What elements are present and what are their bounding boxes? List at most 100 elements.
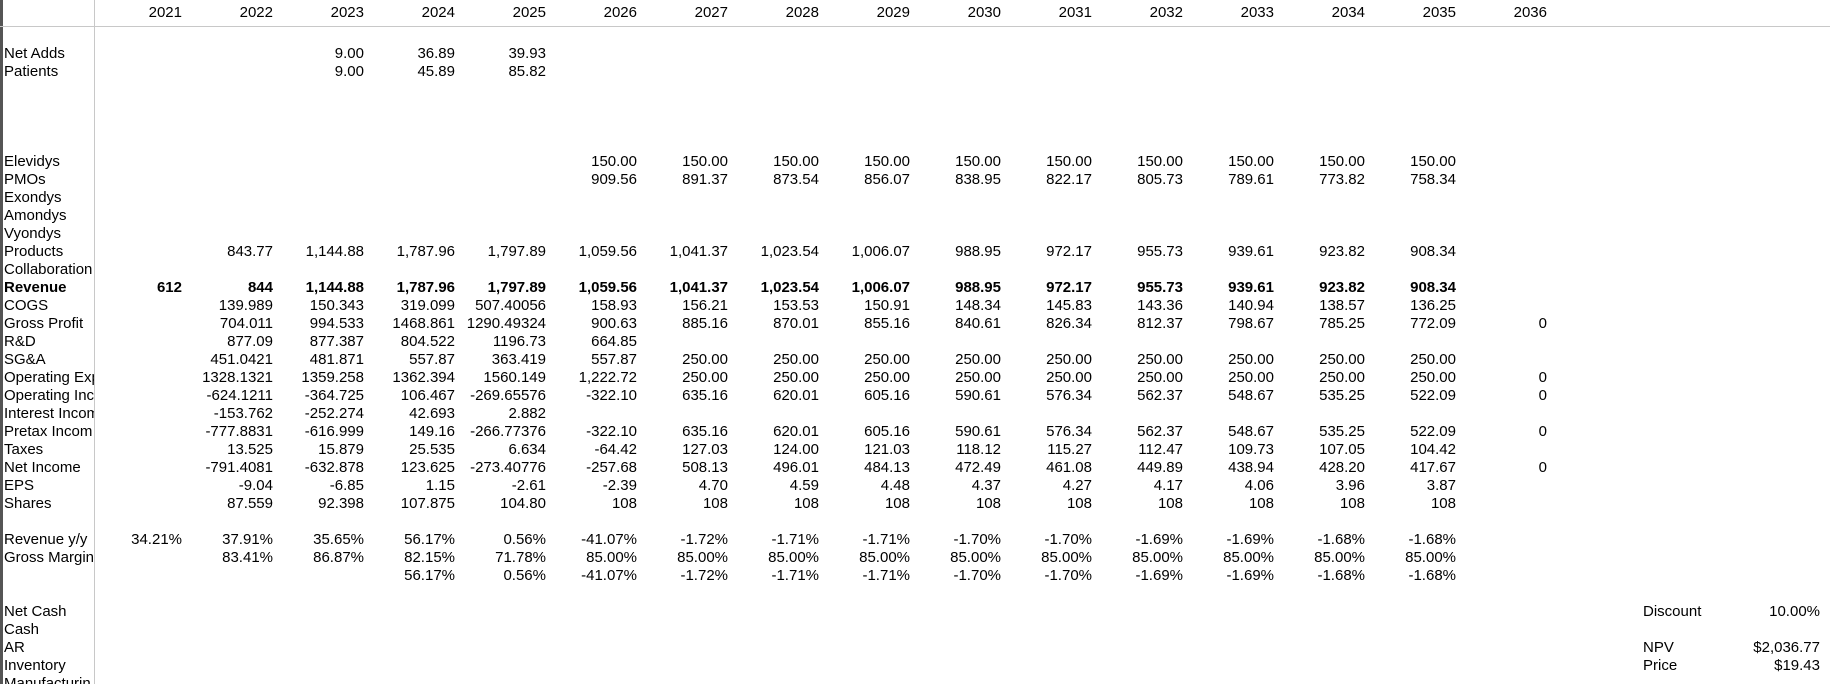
cell[interactable]: 3.96 <box>1335 477 1365 494</box>
year-header[interactable]: 2033 <box>1240 4 1274 21</box>
cell[interactable]: 13.525 <box>227 441 273 458</box>
cell[interactable]: 45.89 <box>417 63 455 80</box>
cell[interactable]: 0 <box>1538 315 1547 332</box>
cell[interactable]: 885.16 <box>682 315 728 332</box>
row-label[interactable]: Exondys <box>4 189 62 206</box>
cell[interactable]: -1.68% <box>1317 531 1365 548</box>
cell[interactable]: 870.01 <box>773 315 819 332</box>
cell[interactable]: 136.25 <box>1410 297 1456 314</box>
cell[interactable]: 250.00 <box>1137 369 1183 386</box>
cell[interactable]: 461.08 <box>1046 459 1092 476</box>
cell[interactable]: 1468.861 <box>392 315 455 332</box>
cell[interactable]: -1.71% <box>771 531 819 548</box>
cell[interactable]: 85.00% <box>768 549 819 566</box>
cell[interactable]: 877.387 <box>309 333 364 350</box>
cell[interactable]: 92.398 <box>318 495 364 512</box>
cell[interactable]: -2.61 <box>511 477 546 494</box>
cell[interactable]: 108 <box>702 495 728 512</box>
year-header[interactable]: 2026 <box>603 4 637 21</box>
cell[interactable]: 108 <box>975 495 1001 512</box>
row-label[interactable]: Gross Margin <box>4 549 94 566</box>
cell[interactable]: 1,041.37 <box>669 243 728 260</box>
cell[interactable]: 139.989 <box>218 297 273 314</box>
cell[interactable]: 1,006.07 <box>851 279 910 296</box>
cell[interactable]: 704.011 <box>219 315 273 332</box>
cell[interactable]: 35.65% <box>313 531 364 548</box>
cell[interactable]: 804.522 <box>400 333 455 350</box>
year-header[interactable]: 2034 <box>1331 4 1365 21</box>
cell[interactable]: -632.878 <box>304 459 364 476</box>
year-header[interactable]: 2029 <box>876 4 910 21</box>
row-label[interactable]: Inventory <box>4 657 66 674</box>
row-label[interactable]: R&D <box>4 333 36 350</box>
cell[interactable]: 891.37 <box>682 171 728 188</box>
cell[interactable]: 438.94 <box>1228 459 1274 476</box>
cell[interactable]: 150.00 <box>1410 153 1456 170</box>
cell[interactable]: 153.53 <box>773 297 819 314</box>
cell[interactable]: 250.00 <box>773 369 819 386</box>
side-value[interactable]: $19.43 <box>1774 657 1820 674</box>
year-header[interactable]: 2028 <box>785 4 819 21</box>
cell[interactable]: 4.59 <box>789 477 819 494</box>
row-label[interactable]: Elevidys <box>4 153 60 170</box>
cell[interactable]: -1.71% <box>862 531 910 548</box>
cell[interactable]: -41.07% <box>581 567 637 584</box>
cell[interactable]: 85.00% <box>1314 549 1365 566</box>
row-label[interactable]: Net Income <box>4 459 81 476</box>
row-label[interactable]: Revenue <box>4 279 67 296</box>
cell[interactable]: 106.467 <box>400 387 455 404</box>
cell[interactable]: 150.00 <box>1228 153 1274 170</box>
cell[interactable]: 758.34 <box>1410 171 1456 188</box>
row-label[interactable]: Revenue y/y <box>4 531 88 548</box>
row-label[interactable]: Gross Profit <box>4 315 84 332</box>
cell[interactable]: 988.95 <box>955 279 1001 296</box>
cell[interactable]: 0 <box>1538 387 1547 404</box>
cell[interactable]: -1.68% <box>1317 567 1365 584</box>
row-label[interactable]: EPS <box>4 477 35 494</box>
cell[interactable]: 150.00 <box>1137 153 1183 170</box>
cell[interactable]: 124.00 <box>773 441 819 458</box>
cell[interactable]: 107.875 <box>400 495 455 512</box>
cell[interactable]: 150.00 <box>955 153 1001 170</box>
cell[interactable]: 620.01 <box>773 387 819 404</box>
row-label[interactable]: PMOs <box>4 171 46 188</box>
row-label[interactable]: Cash <box>4 621 40 638</box>
cell[interactable]: 123.625 <box>400 459 455 476</box>
cell[interactable]: 805.73 <box>1137 171 1183 188</box>
row-label[interactable]: Net Adds <box>4 45 65 62</box>
cell[interactable]: 138.57 <box>1319 297 1365 314</box>
cell[interactable]: 612 <box>156 279 182 296</box>
cell[interactable]: 250.00 <box>1319 369 1365 386</box>
cell[interactable]: 590.61 <box>955 387 1001 404</box>
cell[interactable]: -153.762 <box>213 405 273 422</box>
cell[interactable]: 635.16 <box>682 423 728 440</box>
cell[interactable]: 85.00% <box>859 549 910 566</box>
cell[interactable]: 108 <box>884 495 910 512</box>
cell[interactable]: 0.56% <box>503 531 546 548</box>
cell[interactable]: 2.882 <box>508 405 546 422</box>
year-header[interactable]: 2030 <box>967 4 1001 21</box>
cell[interactable]: 840.61 <box>955 315 1001 332</box>
cell[interactable]: 104.42 <box>1410 441 1456 458</box>
year-header[interactable]: 2021 <box>148 4 182 21</box>
cell[interactable]: -266.77376 <box>470 423 546 440</box>
cell[interactable]: 522.09 <box>1410 423 1456 440</box>
cell[interactable]: 148.34 <box>955 297 1001 314</box>
year-header[interactable]: 2032 <box>1149 4 1183 21</box>
year-header[interactable]: 2023 <box>330 4 364 21</box>
cell[interactable]: -1.68% <box>1408 531 1456 548</box>
cell[interactable]: 108 <box>1248 495 1274 512</box>
cell[interactable]: 1,797.89 <box>487 243 546 260</box>
cell[interactable]: -1.69% <box>1226 531 1274 548</box>
cell[interactable]: 548.67 <box>1228 423 1274 440</box>
cell[interactable]: 87.559 <box>227 495 273 512</box>
cell[interactable]: 363.419 <box>491 351 546 368</box>
cell[interactable]: 605.16 <box>864 387 910 404</box>
cell[interactable]: 4.27 <box>1062 477 1092 494</box>
cell[interactable]: 149.16 <box>409 423 455 440</box>
cell[interactable]: 104.80 <box>500 495 546 512</box>
cell[interactable]: 112.47 <box>1138 441 1183 458</box>
year-header[interactable]: 2036 <box>1513 4 1547 21</box>
cell[interactable]: 548.67 <box>1228 387 1274 404</box>
cell[interactable]: 988.95 <box>955 243 1001 260</box>
